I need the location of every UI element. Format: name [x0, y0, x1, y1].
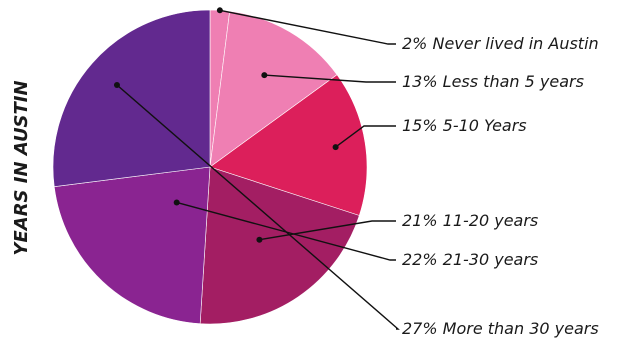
- slice-label: 22% 21-30 years: [402, 250, 538, 269]
- leader-line: [264, 74, 396, 83]
- slice-label: 2% Never lived in Austin: [402, 34, 599, 53]
- pie-slice-21-30-years: [53, 166, 211, 325]
- pie-slice-less-than-5-years: [209, 10, 338, 168]
- leader-line: [176, 201, 396, 261]
- slice-label: 21% 11-20 years: [402, 211, 538, 230]
- leader-lines: [113, 7, 400, 330]
- pie-slices: [52, 9, 368, 325]
- pie-slice-11-20-years: [199, 166, 360, 325]
- slice-label: 15% 5-10 Years: [402, 116, 527, 135]
- leader-line: [335, 125, 396, 148]
- pie-slice-5-10-years: [209, 74, 368, 216]
- leader-line: [219, 9, 396, 45]
- leader-line: [259, 220, 396, 241]
- slice-label: 27% More than 30 years: [402, 319, 599, 338]
- slice-label: 13% Less than 5 years: [402, 72, 584, 91]
- chart-title: YEARS IN AUSTIN: [11, 80, 32, 255]
- slice-labels: 2% Never lived in Austin 13% Less than 5 …: [402, 34, 599, 338]
- leader-line: [116, 84, 400, 330]
